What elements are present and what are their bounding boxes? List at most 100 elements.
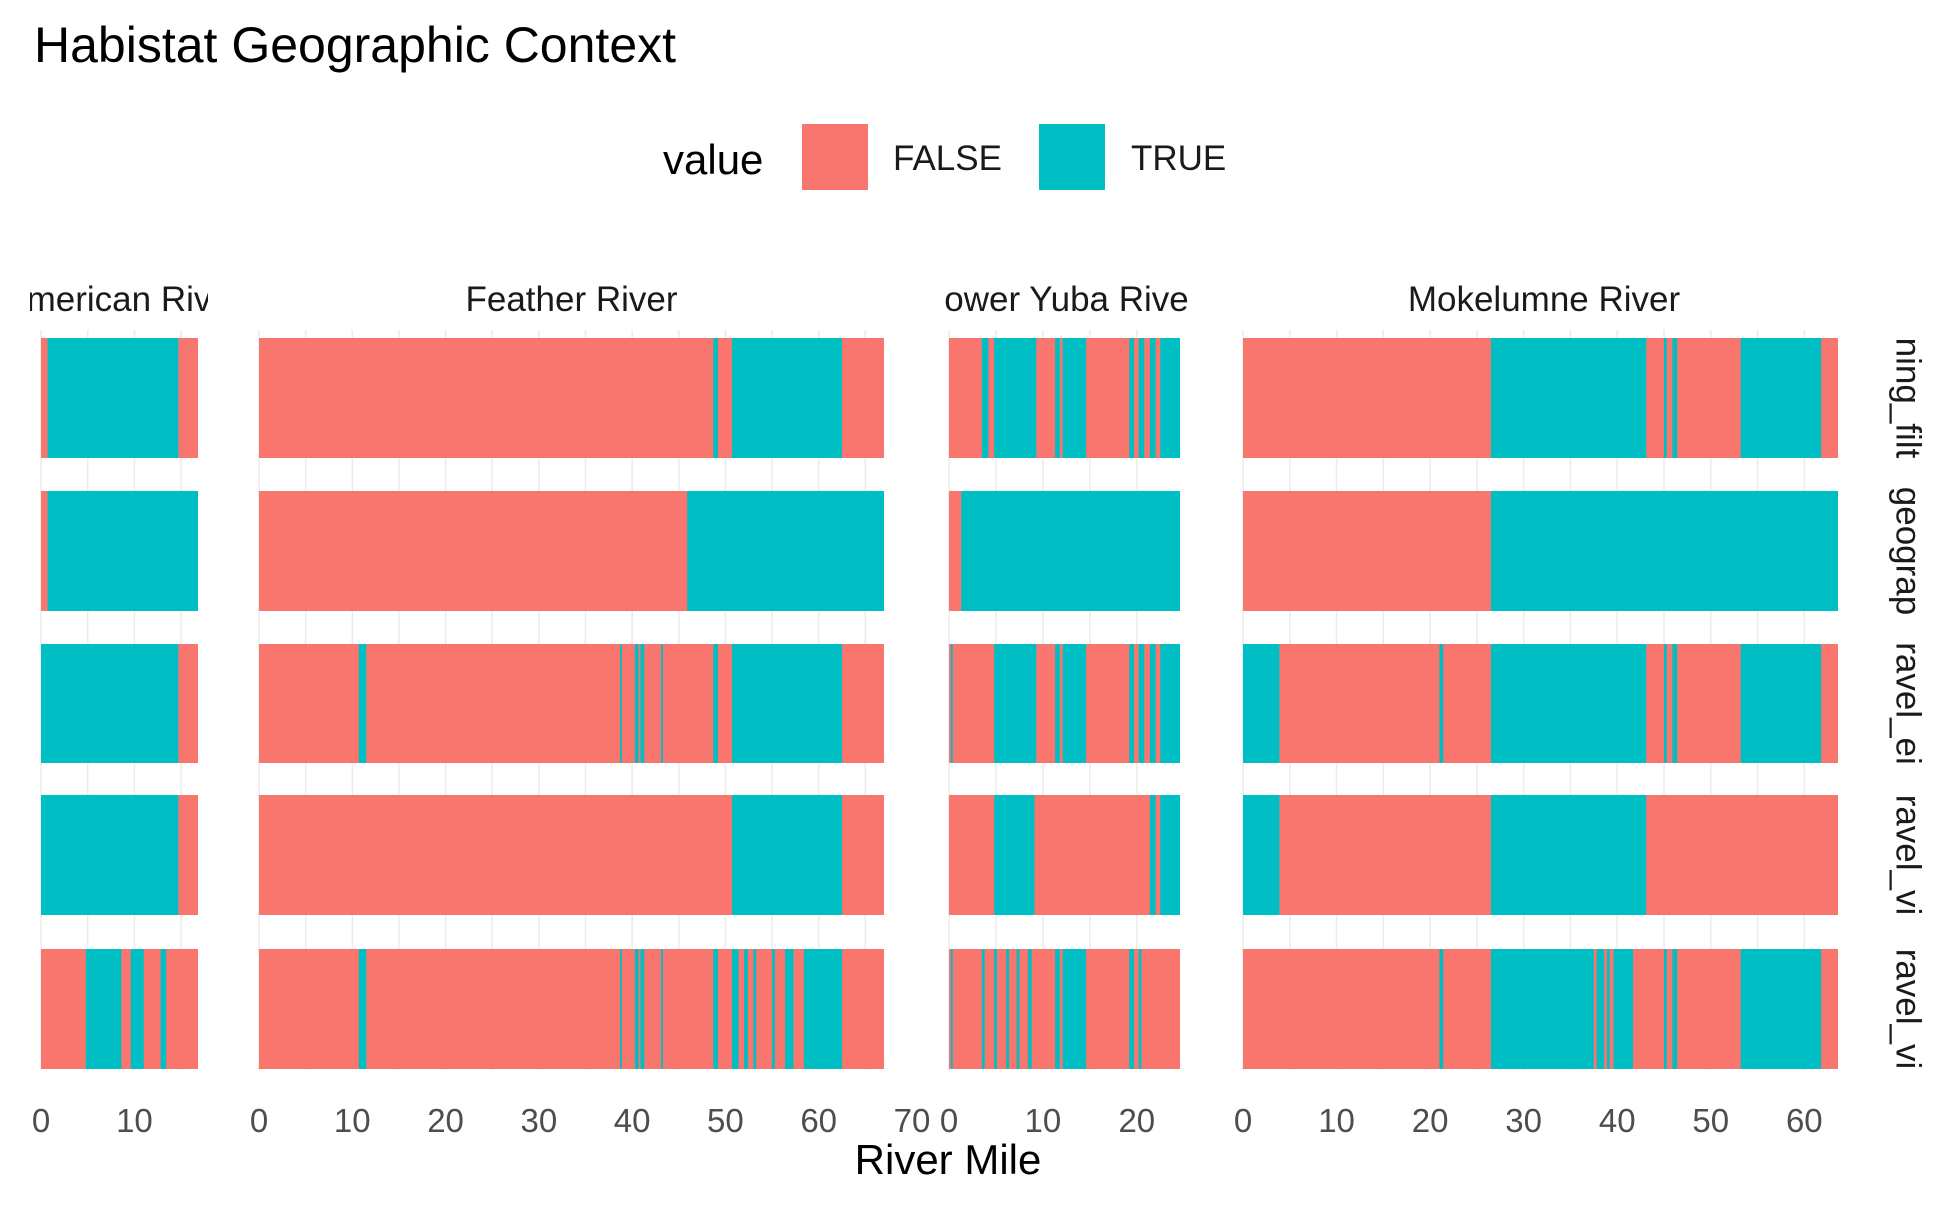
- bar-true-segment: [1490, 949, 1594, 1069]
- x-tick-label: 60: [800, 1102, 837, 1139]
- x-tick-label: 30: [1505, 1102, 1542, 1139]
- bar-true-segment: [731, 795, 843, 915]
- bar-true-segment: [1740, 644, 1822, 763]
- panel-strip-label: ower Yuba Rive: [944, 280, 1189, 319]
- panel-strip-label: Mokelumne River: [1408, 280, 1681, 319]
- bar-true-segment: [772, 949, 775, 1069]
- bar-true-segment: [620, 949, 622, 1069]
- x-tick-label: 50: [1692, 1102, 1729, 1139]
- bar-true-segment: [950, 644, 953, 763]
- x-tick-label: 0: [940, 1102, 958, 1139]
- bar-true-segment: [358, 949, 367, 1069]
- bar-false-base: [949, 795, 1180, 915]
- bar-true-segment: [731, 949, 739, 1069]
- x-tick-label: 60: [1786, 1102, 1823, 1139]
- bar-true-segment: [785, 949, 794, 1069]
- bar-true-segment: [1055, 338, 1060, 458]
- row-strip-label: geograp: [1889, 487, 1928, 615]
- bar-true-segment: [661, 644, 663, 763]
- bar-true-segment: [731, 338, 843, 458]
- bar-true-segment: [744, 949, 748, 1069]
- bar-true-segment: [1439, 644, 1444, 763]
- x-tick-label: 40: [1599, 1102, 1636, 1139]
- bar-true-segment: [1490, 338, 1647, 458]
- bar-true-segment: [753, 949, 757, 1069]
- bar-true-segment: [1016, 949, 1020, 1069]
- bar-true-segment: [1672, 338, 1678, 458]
- bar-true-segment: [803, 949, 843, 1069]
- bar-true-segment: [994, 795, 1035, 915]
- bar-true-segment: [47, 338, 179, 458]
- bar-true-segment: [1006, 949, 1010, 1069]
- bar-true-segment: [1596, 949, 1605, 1069]
- x-tick-label: 0: [1234, 1102, 1252, 1139]
- bar-true-segment: [1613, 949, 1634, 1069]
- bar-true-segment: [620, 644, 622, 763]
- bar-true-segment: [1160, 644, 1180, 763]
- bar-true-segment: [1129, 338, 1134, 458]
- bar-true-segment: [981, 949, 985, 1069]
- bar-true-segment: [41, 795, 179, 915]
- bar-true-segment: [994, 338, 1037, 458]
- x-tick-label: 30: [520, 1102, 557, 1139]
- bar-true-segment: [950, 949, 953, 1069]
- x-tick-label: 10: [334, 1102, 371, 1139]
- bar-true-segment: [1149, 338, 1156, 458]
- chart-title: Habistat Geographic Context: [34, 17, 676, 73]
- x-tick-label: 10: [1318, 1102, 1355, 1139]
- bars: [41, 338, 1838, 1069]
- panel-strip-label: Feather River: [465, 280, 677, 319]
- legend-label-false: FALSE: [893, 139, 1002, 178]
- bar-true-segment: [1243, 795, 1280, 915]
- legend-label-true: TRUE: [1131, 139, 1226, 178]
- bar-true-segment: [687, 491, 884, 611]
- x-tick-label: 20: [1118, 1102, 1155, 1139]
- bar-true-segment: [1062, 644, 1087, 763]
- bar-true-segment: [160, 949, 167, 1069]
- x-tick-label: 20: [427, 1102, 464, 1139]
- bar-true-segment: [1149, 644, 1156, 763]
- row-strip-label: ravel_vi: [1889, 795, 1928, 916]
- bar-true-segment: [1663, 644, 1667, 763]
- bar-true-segment: [1129, 949, 1134, 1069]
- bar-true-segment: [1027, 949, 1032, 1069]
- bar-true-segment: [1160, 338, 1180, 458]
- bar-true-segment: [85, 949, 122, 1069]
- bar-true-segment: [1490, 795, 1647, 915]
- bar-true-segment: [1055, 644, 1060, 763]
- legend: value FALSE TRUE: [663, 124, 1226, 190]
- bar-true-segment: [1490, 491, 1838, 611]
- bar-true-segment: [1740, 338, 1822, 458]
- x-tick-label: 50: [707, 1102, 744, 1139]
- x-axis-label: River Mile: [855, 1136, 1042, 1183]
- bar-true-segment: [1062, 338, 1087, 458]
- bar-true-segment: [661, 949, 663, 1069]
- x-tick-label: 40: [614, 1102, 651, 1139]
- x-tick-label: 70: [894, 1102, 931, 1139]
- bar-true-segment: [713, 644, 718, 763]
- bar-true-segment: [1138, 644, 1145, 763]
- panel-strip-label: merican Riv: [27, 280, 212, 319]
- bar-true-segment: [731, 644, 843, 763]
- x-axis-ticks: 0 10 0 10 20 30 40 50 60 70 0 10 20 0 10 20 30 40 50 60: [32, 1102, 1823, 1139]
- bar-true-segment: [1062, 949, 1087, 1069]
- bar-true-segment: [634, 949, 639, 1069]
- bar-true-segment: [1160, 795, 1180, 915]
- bar-true-segment: [713, 949, 718, 1069]
- bar-true-segment: [1439, 949, 1444, 1069]
- bar-true-segment: [994, 949, 997, 1069]
- bar-true-segment: [640, 949, 645, 1069]
- bar-true-segment: [713, 338, 718, 458]
- panel-strips: merican Riv Feather River ower Yuba Rive Mo…: [27, 280, 1681, 319]
- bar-true-segment: [47, 491, 198, 611]
- x-tick-label: 10: [116, 1102, 153, 1139]
- legend-title: value: [663, 136, 763, 183]
- bar-true-segment: [640, 644, 645, 763]
- row-strip-label: ravel_ei: [1889, 642, 1928, 765]
- bar-true-segment: [1672, 644, 1678, 763]
- x-tick-label: 0: [250, 1102, 268, 1139]
- x-tick-label: 10: [1025, 1102, 1062, 1139]
